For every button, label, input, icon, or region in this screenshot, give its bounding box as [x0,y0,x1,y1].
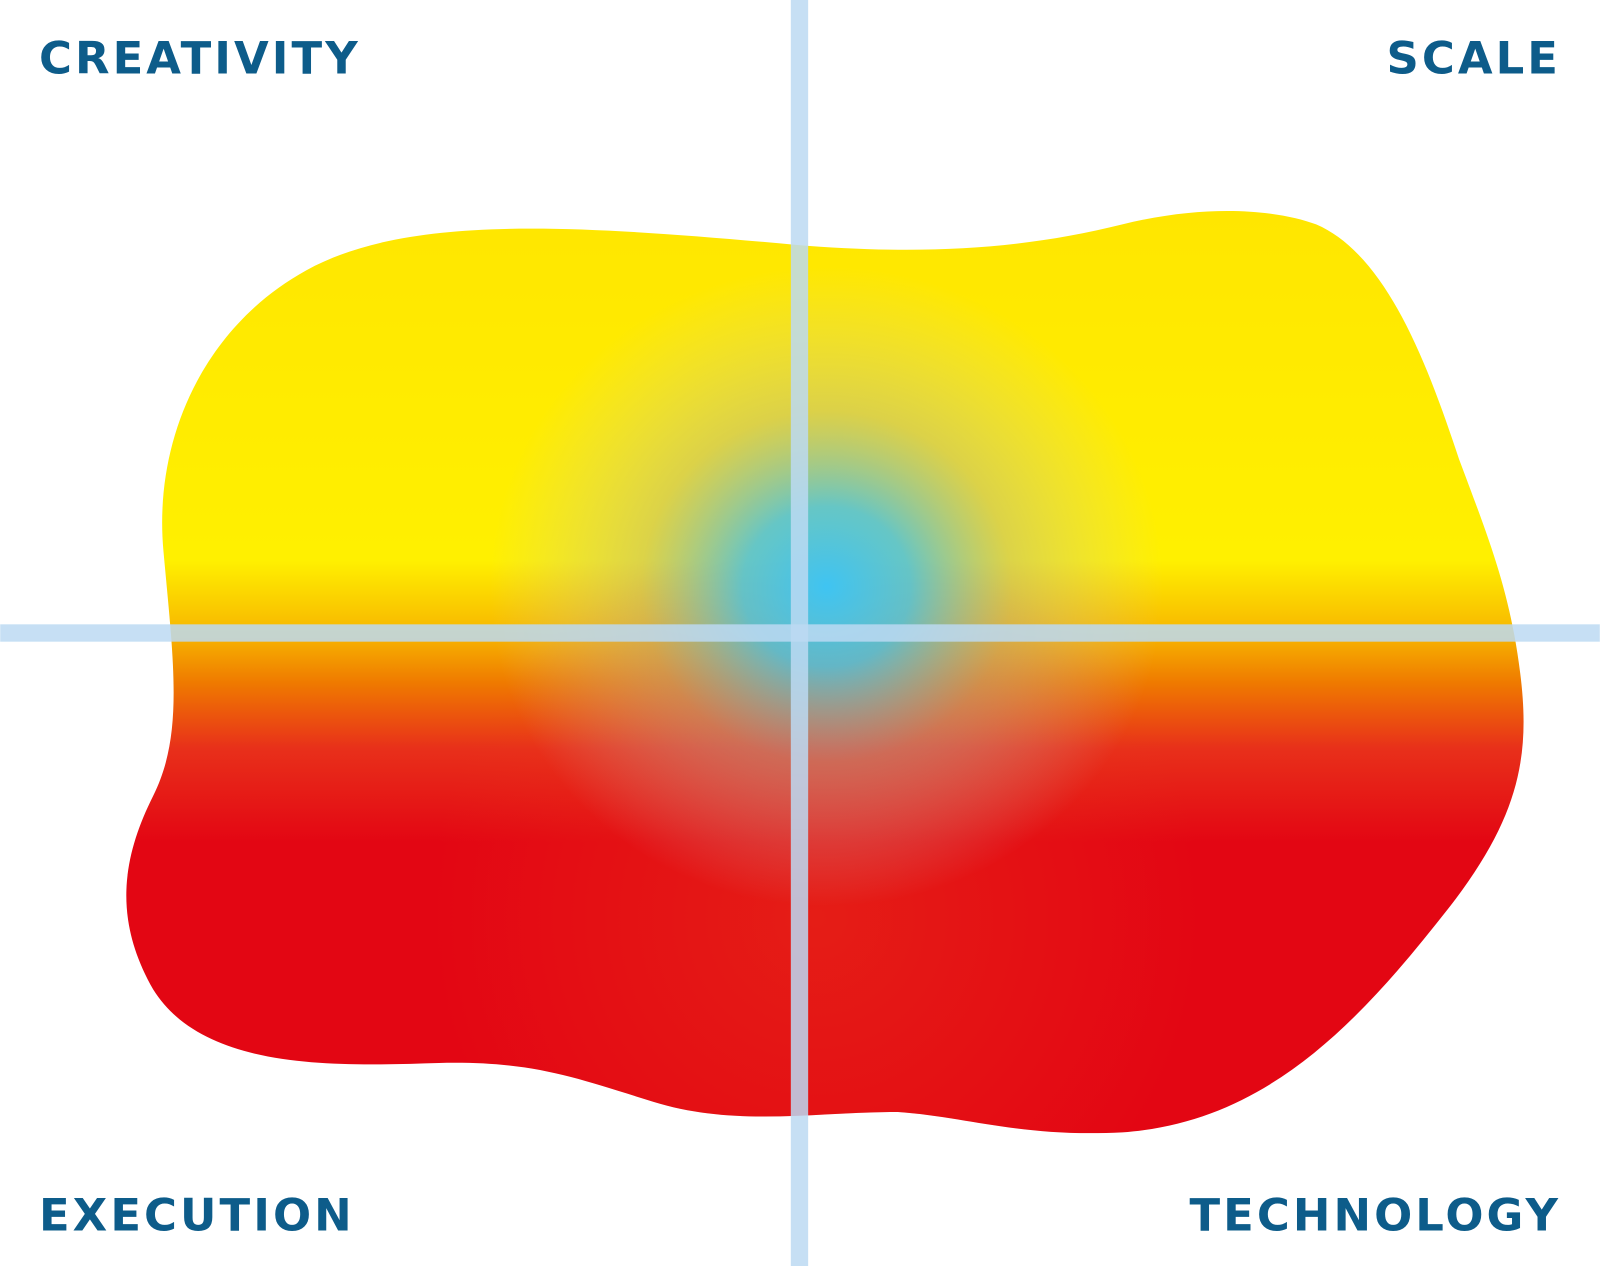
quadrant-label: TECHNOLOGY [1189,1188,1561,1241]
quadrant-label: EXECUTION [39,1188,355,1241]
quadrant-label: CREATIVITY [39,31,361,84]
horizontal-axis [0,624,1600,642]
heat-blob [126,210,1524,1134]
quadrant-label: SCALE [1386,31,1561,84]
